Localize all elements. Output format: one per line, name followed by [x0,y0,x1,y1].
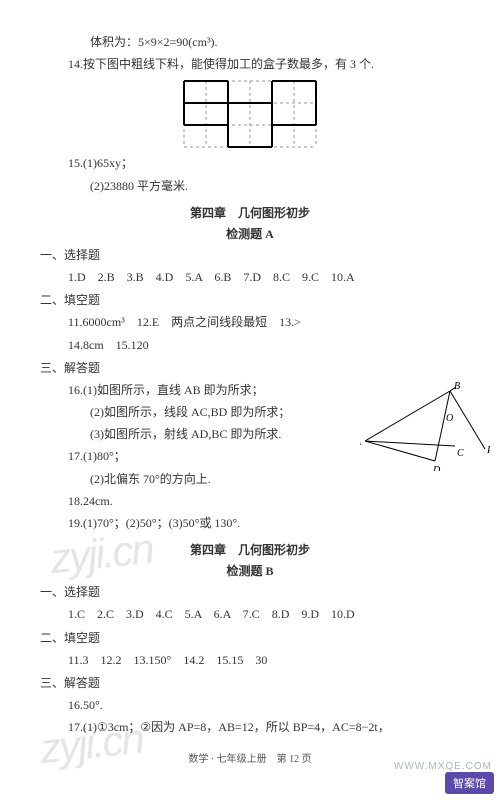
fills-a-1: 11.6000cm³ 12.E 两点之间线段最短 13.> [40,313,460,332]
sec-choice-a: 一、选择题 [40,246,460,265]
q14-text: 14.按下图中粗线下料，能使得加工的盒子数最多，有 3 个. [40,55,460,74]
brand-badge: 智案馆 [445,772,494,794]
q16b-test: 16.50°. [40,696,460,715]
svg-text:D: D [432,465,441,471]
sec-solve-b: 三、解答题 [40,674,460,693]
box-grid-diagram [183,80,317,148]
body-volume-line: 体积为：5×9×2=90(cm³). [40,33,460,52]
sec-fill-a: 二、填空题 [40,291,460,310]
choices-a: 1.D 2.B 3.B 4.D 5.A 6.B 7.D 8.C 9.C 10.A [40,268,460,287]
sec-choice-b: 一、选择题 [40,583,460,602]
svg-text:A: A [360,437,362,448]
q15-1: 15.(1)65xy； [40,154,460,173]
chapter-title-b: 第四章 几何图形初步 [40,541,460,558]
sec-fill-b: 二、填空题 [40,629,460,648]
svg-text:B: B [454,381,460,392]
fills-b: 11.3 12.2 13.150° 14.2 15.15 30 [40,651,460,670]
q19: 19.(1)70°；(2)50°；(3)50°或 130°. [40,514,460,533]
q17b-test: 17.(1)①3cm；②因为 AP=8，AB=12，所以 BP=4，AC=8−2… [40,718,460,737]
q17b: (2)北偏东 70°的方向上. [40,470,460,489]
svg-text:O: O [446,413,453,424]
choices-b: 1.C 2.C 3.D 4.C 5.A 6.A 7.C 8.D 9.D 10.D [40,605,460,624]
geom-wrap: ABCDOP 16.(1)如图所示，直线 AB 即为所求； (2)如图所示，线段… [40,381,460,489]
q15-2: (2)23880 平方毫米. [40,177,460,196]
test-title-a: 检测题 A [40,225,460,242]
geometry-diagram: A B C D O P [360,381,490,471]
q18: 18.24cm. [40,492,460,511]
svg-text:C: C [457,448,464,459]
svg-text:P: P [486,445,490,456]
chapter-title-a: 第四章 几何图形初步 [40,204,460,221]
sec-solve-a: 三、解答题 [40,359,460,378]
fills-a-2: 14.8cm 15.120 [40,336,460,355]
test-title-b: 检测题 B [40,562,460,579]
site-url: WWW.MXQE.COM [394,761,492,772]
